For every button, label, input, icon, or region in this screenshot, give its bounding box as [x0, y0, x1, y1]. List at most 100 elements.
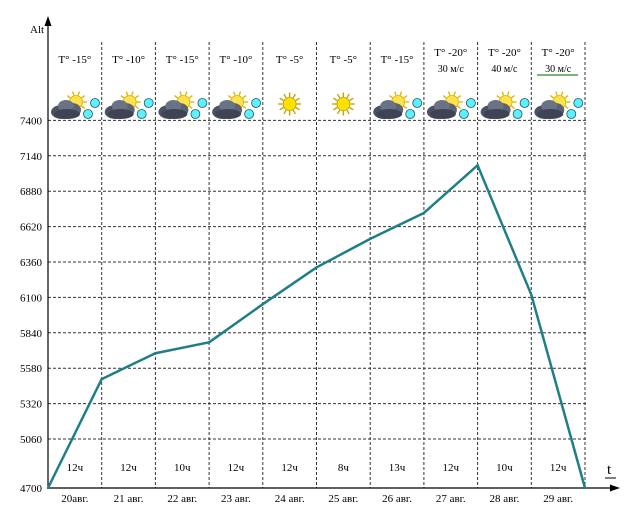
x-tick-label: 23 авг. — [221, 493, 251, 505]
sun-ray — [399, 91, 403, 96]
y-tick-label: 5840 — [20, 328, 43, 340]
sun-ray — [188, 94, 193, 99]
sun-ray — [333, 106, 338, 111]
altitude-point — [369, 237, 372, 241]
sun-ray — [242, 94, 247, 99]
cloudy-sun-icon — [373, 91, 423, 119]
sun-ray — [564, 94, 569, 99]
temperature-label: T° -20° — [542, 47, 575, 59]
cloud-part — [58, 100, 74, 112]
sun-ray — [279, 97, 284, 102]
y-tick-label: 5580 — [20, 363, 43, 375]
cloud-part — [380, 100, 397, 112]
cloud-part — [483, 109, 510, 119]
temperature-label: T° -20° — [488, 47, 521, 59]
sun-ray — [501, 91, 505, 96]
sun-disc — [336, 97, 351, 111]
duration-label: 12ч — [120, 462, 137, 474]
altitude-point — [154, 352, 157, 355]
cloudy-sun-icon — [51, 91, 100, 119]
sun-ray — [184, 91, 188, 96]
wind-speed-label: 30 м/с — [438, 64, 465, 75]
altitude-point — [46, 486, 50, 490]
temperature-label: T° -20° — [434, 47, 467, 59]
cloudy-sun-icon — [426, 91, 476, 119]
snowball — [197, 98, 208, 108]
x-axis-label: t — [607, 462, 612, 478]
axes: Alt t — [30, 16, 620, 492]
temperature-label: T° -15° — [381, 54, 414, 66]
sun-ray — [555, 91, 558, 96]
snowball — [244, 109, 255, 119]
duration-label: 12ч — [228, 462, 245, 474]
sun-disc — [282, 97, 297, 111]
series — [46, 164, 587, 490]
sun-ray — [295, 106, 300, 111]
snowball — [512, 109, 523, 119]
sun-ray — [507, 91, 510, 96]
cloud-part — [111, 100, 128, 112]
cloud-part — [161, 109, 188, 119]
altitude-point — [315, 266, 318, 269]
temperature-label: T° -15° — [166, 54, 199, 66]
y-tick-label: 5060 — [20, 434, 43, 446]
sun-ray — [125, 91, 129, 96]
duration-label: 10ч — [496, 462, 513, 474]
snowball — [465, 98, 476, 108]
sun-ray — [333, 97, 338, 102]
snowball — [90, 98, 100, 108]
cloud-part — [537, 109, 564, 119]
sun-ray — [279, 106, 284, 111]
y-tick-label: 6360 — [20, 257, 43, 269]
sun-ray — [496, 94, 501, 99]
y-tick-label: 6880 — [20, 186, 43, 198]
sun-ray — [442, 94, 447, 99]
altitude-point — [476, 164, 479, 167]
sun-ray — [134, 94, 140, 99]
weather-row: T° -15° T° -10° T° -15° T° -10° T° -5° T° -5°… — [51, 47, 584, 119]
x-axis-arrow-icon — [610, 484, 620, 492]
altitude-point — [207, 341, 211, 344]
sun-ray — [453, 91, 456, 96]
sun-ray — [120, 94, 125, 99]
cloudy-sun-icon — [212, 91, 262, 119]
altitude-point — [530, 293, 533, 296]
temperature-label: T° -10° — [219, 54, 252, 66]
sun-ray — [295, 97, 300, 102]
x-tick-label: 20авг. — [61, 493, 88, 505]
snowball — [573, 98, 584, 108]
y-tick-label: 7400 — [20, 115, 43, 127]
grid — [48, 42, 588, 488]
sun-icon — [278, 92, 302, 116]
cloudy-sun-icon — [104, 91, 154, 119]
sun-ray — [403, 105, 408, 110]
sun-ray — [71, 91, 75, 96]
duration-label: 8ч — [338, 462, 350, 474]
y-axis-arrow-icon — [44, 16, 52, 26]
x-tick-label: 22 авг. — [167, 493, 197, 505]
snowball — [136, 109, 147, 119]
duration-label: 12ч — [67, 462, 84, 474]
snowball — [412, 98, 423, 108]
snowball — [458, 109, 469, 119]
sun-ray — [131, 91, 134, 96]
cloud-part — [541, 100, 558, 112]
cloud-part — [429, 109, 456, 119]
cloudy-sun-icon — [534, 91, 584, 119]
y-axis-label: Alt — [30, 24, 44, 36]
cloudy-sun-icon — [158, 91, 208, 119]
altitude-point — [261, 302, 264, 306]
cloud-part — [376, 109, 403, 119]
x-tick-label: 27 авг. — [436, 493, 466, 505]
y-tick-label: 5320 — [20, 399, 43, 411]
temperature-label: T° -10° — [112, 54, 145, 66]
wind-speed-label: 40 м/с — [491, 64, 518, 75]
snowball — [251, 98, 262, 108]
x-tick-label: 25 авг. — [328, 493, 358, 505]
x-labels: 12ч 12ч 10ч 12ч 12ч 8ч 13ч 12ч 10ч 12ч 20авг. 21 ав… — [61, 462, 573, 505]
sun-ray — [560, 91, 564, 96]
sun-ray — [394, 91, 397, 96]
snowball — [405, 109, 416, 119]
x-tick-label: 29 авг. — [543, 493, 573, 505]
sun-ray — [349, 97, 354, 102]
